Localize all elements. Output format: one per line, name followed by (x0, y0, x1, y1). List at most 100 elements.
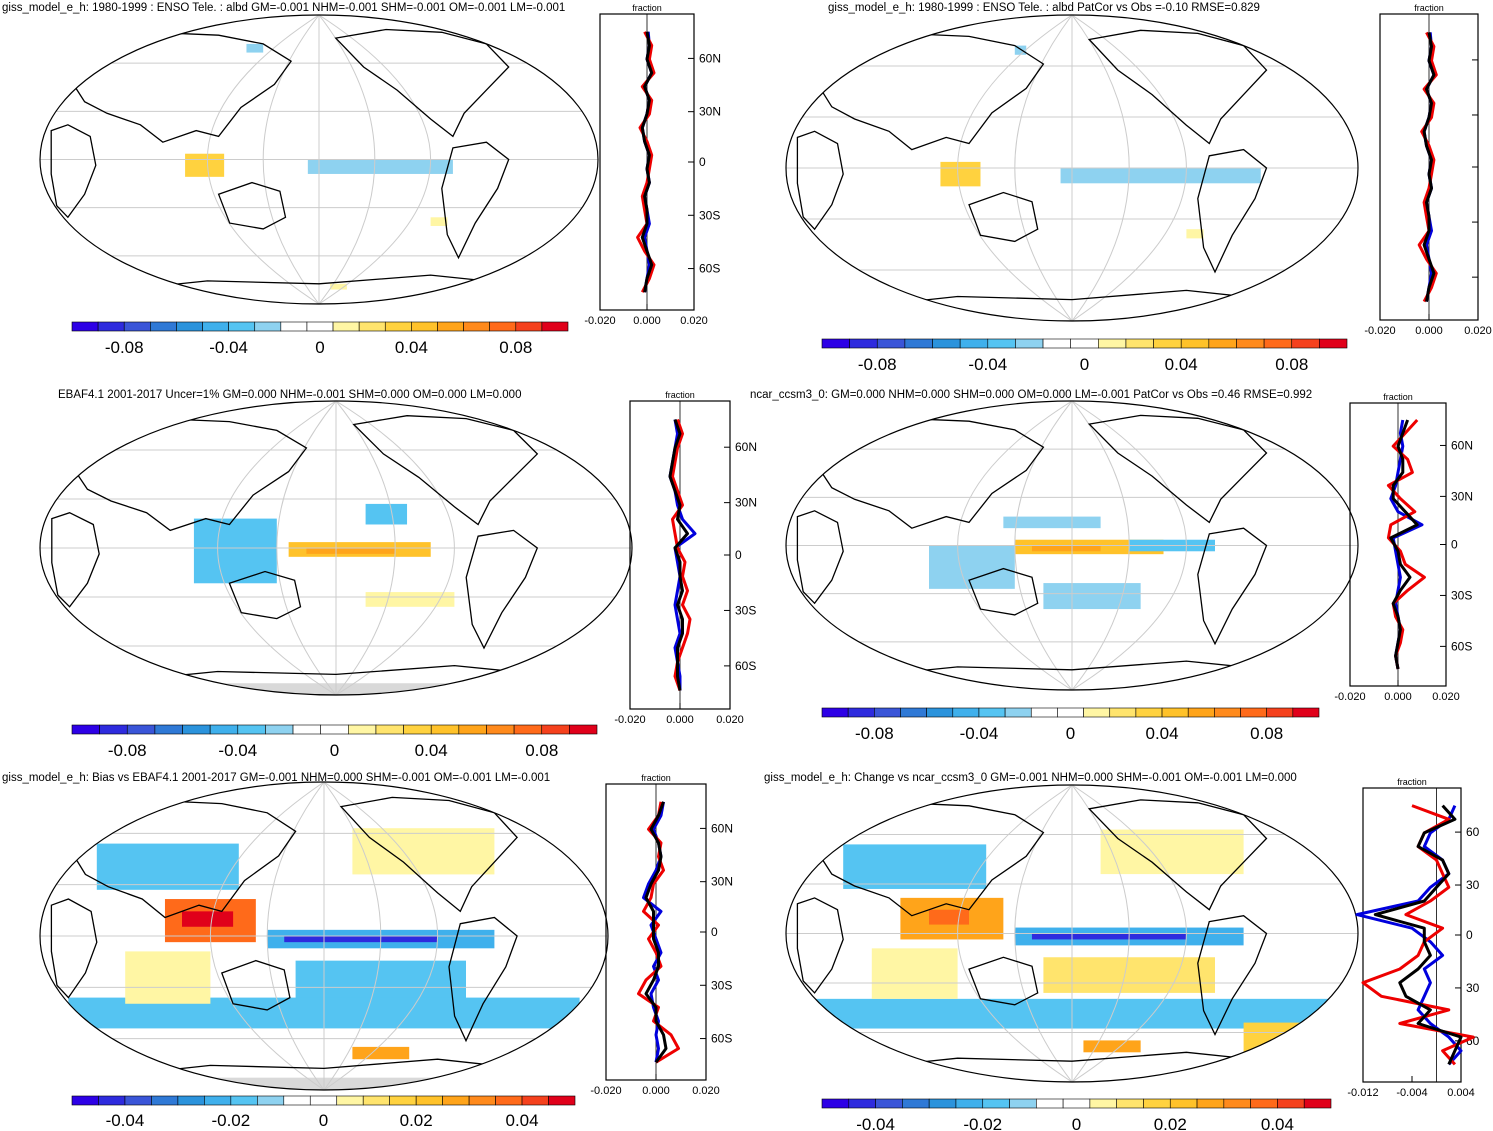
zonal-axis-title: fraction (632, 3, 662, 13)
colorbar-swatch (848, 1098, 876, 1109)
colorbar-swatch (98, 1095, 126, 1106)
colorbar-swatch (97, 321, 125, 332)
coastline (441, 141, 510, 260)
zonal-mean-plot: fraction -0.020 0.000 0.020 60N 30N 0 30S 60S (584, 3, 721, 327)
map-body (786, 401, 1358, 690)
colorbar-tick-label: 0 (1072, 1115, 1081, 1131)
map-body (786, 15, 1358, 321)
panel-title: giss_model_e_h: 1980-1999 : ENSO Tele. :… (2, 2, 565, 14)
colorbar-tick-label: -0.04 (960, 724, 999, 743)
colorbar-swatch (332, 321, 360, 332)
zonal-series-obs (671, 419, 692, 691)
colorbar-swatch (458, 724, 487, 735)
colorbar: -0.08 -0.04 0 0.04 0.08 (821, 707, 1320, 743)
colorbar-swatch (202, 321, 229, 332)
colorbar-tick-label: -0.04 (968, 355, 1007, 374)
colorbar-swatch (257, 1095, 285, 1106)
colorbar-swatch (978, 707, 1006, 718)
colorbar-swatch (1208, 338, 1237, 349)
panel-top-left: giss_model_e_h: 1980-1999 : ENSO Tele. :… (2, 2, 721, 357)
anomaly-region (330, 283, 347, 290)
colorbar-swatch (150, 321, 177, 332)
anomaly-region (940, 161, 981, 187)
map (785, 400, 1359, 691)
colorbar-swatch (1263, 338, 1293, 349)
zonal-x-tick-label: 0.000 (633, 315, 661, 327)
colorbar-swatch (309, 1095, 338, 1106)
colorbar-swatch (99, 724, 128, 735)
map-border (785, 14, 1359, 322)
coastline (339, 796, 518, 913)
zonal-y-tick-label: 30S (699, 208, 720, 222)
zonal-mean-plot: fraction -0.020 0.000 0.020 60N 30N 0 30S 60S (614, 390, 757, 726)
colorbar-swatch (1109, 707, 1137, 718)
coastline (968, 567, 1039, 616)
zonal-x-tick-label: 0.020 (1432, 691, 1460, 703)
colorbar-swatch (123, 321, 151, 332)
colorbar-swatch (71, 1095, 99, 1106)
colorbar-swatch (1062, 1098, 1091, 1109)
zonal-x-tick-label: -0.012 (1347, 1087, 1378, 1099)
colorbar-swatch (1015, 338, 1044, 349)
zonal-x-tick-label: -0.004 (1396, 1087, 1427, 1099)
zonal-x-tick-label: 0.000 (1415, 325, 1443, 337)
colorbar-swatch (415, 1095, 443, 1106)
colorbar-swatch (154, 724, 183, 735)
zonal-x-tick-label: -0.020 (590, 1085, 621, 1097)
zonal-y-tick-label: 30 (1466, 878, 1480, 892)
colorbar: -0.08 -0.04 0 0.04 0.08 (821, 338, 1348, 374)
zonal-series-model (1355, 804, 1463, 1066)
map (785, 784, 1359, 1083)
coastline (796, 897, 844, 994)
colorbar-swatch (375, 724, 404, 735)
colorbar-swatch (1125, 338, 1154, 349)
zonal-y-tick-label: 0 (1466, 928, 1473, 942)
colorbar-swatch (952, 707, 980, 718)
colorbar-swatch (1250, 1098, 1278, 1109)
colorbar-swatch (1036, 1098, 1064, 1109)
zonal-y-tick-label: 0 (711, 925, 718, 939)
anomaly-region (193, 518, 277, 584)
colorbar-tick-label: 0.02 (1154, 1115, 1187, 1131)
coastline (968, 191, 1039, 243)
zonal-y-tick-label: 60S (699, 262, 720, 276)
colorbar-swatch (1098, 338, 1127, 349)
map-body (40, 15, 598, 304)
zonal-x-tick-label: 0.020 (1464, 325, 1492, 337)
zonal-y-tick-label: 0 (699, 155, 706, 169)
colorbar-swatch (926, 707, 954, 718)
colorbar-swatch (847, 707, 875, 718)
zonal-x-tick-label: -0.020 (1334, 691, 1365, 703)
colorbar-swatch (1291, 338, 1320, 349)
colorbar-tick-label: 0 (319, 1111, 328, 1130)
panel-title: EBAF4.1 2001-2017 Uncer=1% GM=0.000 NHM=… (58, 389, 521, 401)
colorbar-swatch (228, 321, 256, 332)
map-border (39, 781, 609, 1091)
map-border (39, 14, 599, 305)
zonal-y-tick-label: 30N (735, 496, 757, 510)
colorbar-swatch (204, 1095, 232, 1106)
zonal-y-tick-label: 30S (735, 603, 756, 617)
anomaly-region (1083, 1040, 1141, 1053)
colorbar-swatch (513, 724, 543, 735)
colorbar-tick-label: -0.04 (209, 338, 248, 357)
colorbar-tick-label: 0.02 (400, 1111, 433, 1130)
colorbar-tick-label: -0.04 (218, 741, 257, 760)
colorbar-swatch (1169, 1098, 1198, 1109)
colorbar-swatch (384, 321, 412, 332)
coastline (448, 916, 518, 1043)
colorbar-swatch (292, 724, 321, 735)
colorbar-swatch (875, 1098, 903, 1109)
anomaly-region (295, 960, 466, 1004)
colorbar-swatch (411, 321, 438, 332)
coastline (228, 570, 302, 620)
colorbar-tick-label: 0 (330, 741, 339, 760)
zonal-axis-title: fraction (1397, 777, 1427, 787)
anomaly-region (1100, 829, 1244, 875)
zonal-y-tick-label: 30N (1451, 489, 1473, 503)
coastline (796, 510, 844, 605)
colorbar-swatch (1030, 707, 1058, 718)
colorbar-swatch (1161, 707, 1189, 718)
colorbar-swatch (463, 321, 490, 332)
colorbar-swatch (904, 338, 933, 349)
